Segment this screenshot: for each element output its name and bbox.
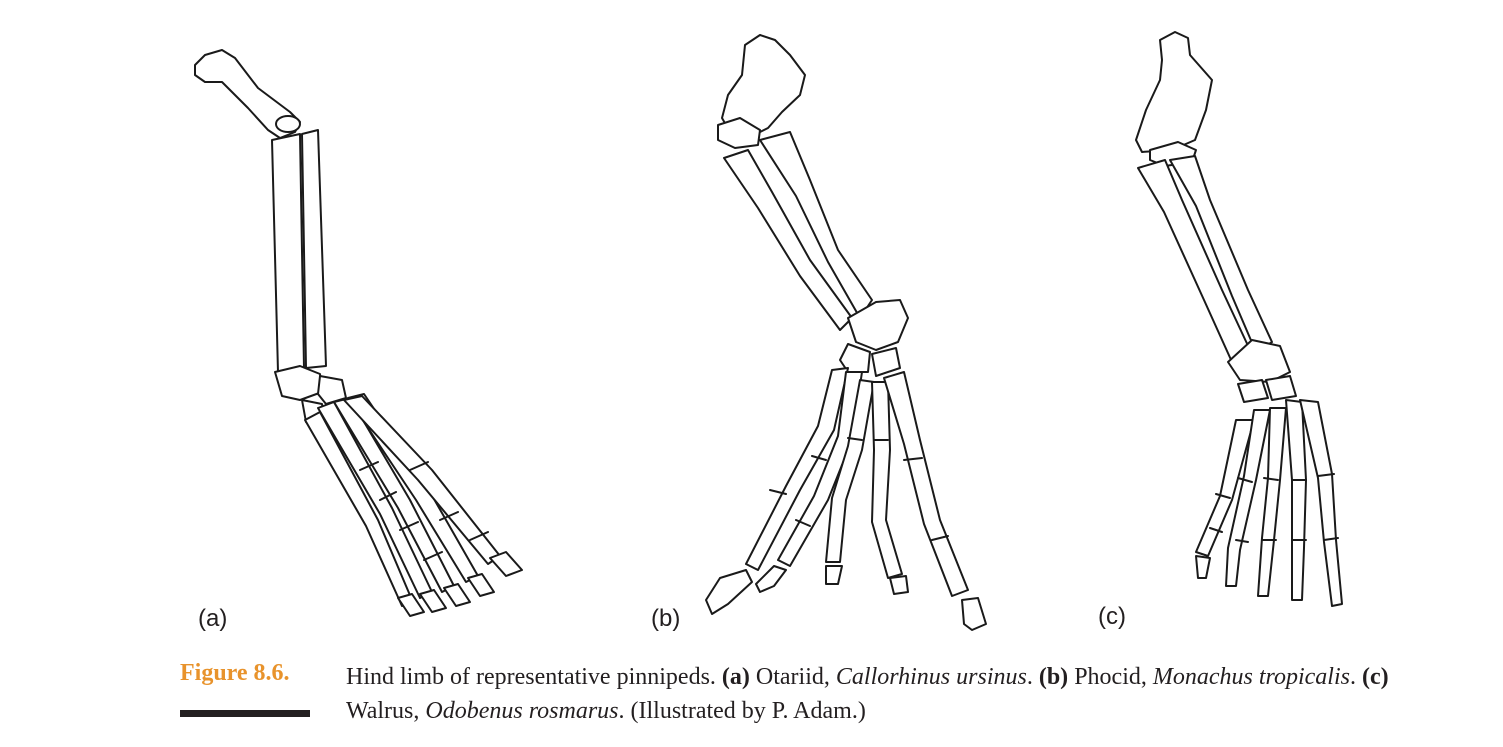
caption-b-label: (b) bbox=[1038, 664, 1069, 690]
caption-a-label: (a) bbox=[721, 664, 750, 690]
fibula-b bbox=[759, 131, 873, 319]
caption-a-end: . bbox=[1026, 664, 1039, 690]
digits-c bbox=[1195, 399, 1343, 607]
caption-c-end: . (Illustrated by P. Adam.) bbox=[618, 698, 866, 724]
fibula-c bbox=[1169, 155, 1273, 353]
femur-b bbox=[721, 34, 806, 139]
caption-rule bbox=[180, 710, 310, 717]
caption-c-label: (c) bbox=[1361, 664, 1389, 690]
figure-number: Figure 8.6. bbox=[180, 660, 290, 686]
caption-c-group: Walrus, bbox=[346, 698, 426, 724]
digits-a bbox=[304, 393, 523, 617]
panel-label-c: (c) bbox=[1098, 603, 1126, 630]
caption-c-species: Odobenus rosmarus bbox=[425, 698, 619, 724]
figure-caption: Figure 8.6. Hind limb of representative … bbox=[180, 660, 1400, 740]
caption-b-group: Phocid, bbox=[1068, 664, 1153, 690]
caption-a-group: Otariid, bbox=[749, 664, 836, 690]
tibia-a bbox=[271, 133, 305, 373]
caption-intro: Hind limb of representative pinnipeds. bbox=[346, 664, 722, 690]
digits-b bbox=[705, 367, 987, 631]
panel-label-a: (a) bbox=[198, 605, 228, 632]
caption-text: Hind limb of representative pinnipeds. (… bbox=[346, 660, 1396, 728]
panel-label-b: (b) bbox=[651, 605, 681, 632]
femur-c bbox=[1135, 31, 1213, 153]
limb-b-phocid bbox=[705, 34, 987, 631]
caption-b-end: . bbox=[1349, 664, 1362, 690]
limb-a-otariid bbox=[194, 49, 523, 617]
figure-illustration bbox=[194, 31, 1343, 631]
fibula-a bbox=[301, 129, 327, 369]
caption-a-species: Callorhinus ursinus bbox=[835, 664, 1027, 690]
femur-a bbox=[194, 49, 301, 139]
caption-b-species: Monachus tropicalis bbox=[1152, 664, 1350, 690]
limb-c-walrus bbox=[1135, 31, 1343, 607]
